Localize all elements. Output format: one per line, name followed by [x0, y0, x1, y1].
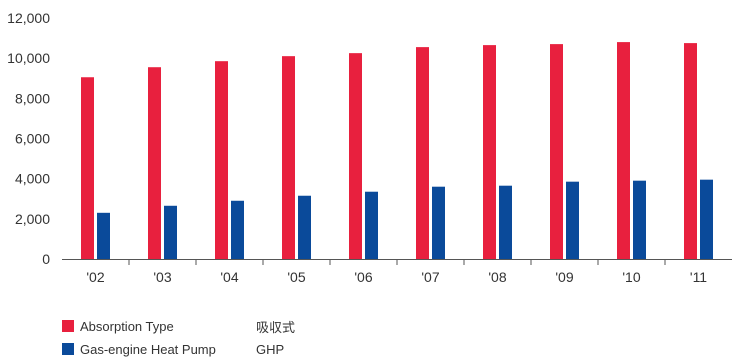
bar-ghp	[365, 191, 378, 259]
chart-bars	[81, 42, 713, 260]
x-tick-label: '11	[690, 269, 707, 285]
bar-absorption	[617, 42, 630, 259]
x-axis-ticks	[128, 259, 666, 265]
y-tick-label: 4,000	[15, 171, 50, 187]
legend-item-absorption: Absorption Type 吸収式	[62, 316, 295, 336]
bar-ghp	[566, 181, 579, 259]
y-tick-label: 8,000	[15, 90, 50, 106]
y-tick-label: 6,000	[15, 131, 50, 147]
x-tick-label: '05	[287, 269, 305, 285]
bar-ghp	[97, 212, 110, 259]
x-tick-label: '07	[421, 269, 439, 285]
bar-ghp	[298, 195, 311, 259]
legend-swatch-ghp	[62, 343, 74, 355]
bar-absorption	[215, 61, 228, 259]
x-tick-label: '03	[153, 269, 171, 285]
x-tick-label: '08	[488, 269, 506, 285]
legend-label-ghp: Gas-engine Heat Pump	[80, 341, 216, 357]
bar-absorption	[684, 43, 697, 259]
y-axis-tick-labels: 0 2,000 4,000 6,000 8,000 10,000 12,000	[7, 10, 50, 267]
x-tick-label: '04	[220, 269, 238, 285]
x-axis-tick-labels: '02 '03 '04 '05 '06 '07 '08 '09 '10 '11	[86, 269, 707, 285]
bar-absorption	[81, 77, 94, 259]
x-tick-label: '10	[622, 269, 640, 285]
bar-absorption	[282, 56, 295, 260]
legend-label-absorption: Absorption Type	[80, 318, 174, 334]
bar-ghp	[499, 185, 512, 259]
y-tick-label: 10,000	[7, 50, 50, 66]
x-tick-label: '02	[86, 269, 104, 285]
legend-item-ghp: Gas-engine Heat Pump GHP	[62, 339, 295, 359]
bar-chart: 0 2,000 4,000 6,000 8,000 10,000 12,000 '02 '03…	[7, 10, 732, 285]
chart-legend: Absorption Type 吸収式 Gas-engine Heat Pump…	[62, 316, 295, 362]
bar-absorption	[148, 67, 161, 260]
legend-label-ghp-ja: GHP	[256, 341, 285, 357]
bar-ghp	[633, 180, 646, 259]
bar-ghp	[164, 205, 177, 259]
bar-absorption	[550, 44, 563, 259]
legend-swatch-absorption	[62, 320, 74, 332]
legend-label-absorption-ja: 吸収式	[256, 319, 296, 335]
y-tick-label: 12,000	[7, 10, 50, 26]
bar-absorption	[416, 47, 429, 259]
bar-absorption	[483, 45, 496, 259]
x-tick-label: '06	[354, 269, 372, 285]
y-tick-label: 0	[42, 251, 50, 267]
y-tick-label: 2,000	[15, 211, 50, 227]
bar-ghp	[700, 179, 713, 259]
bar-absorption	[349, 53, 362, 260]
bar-ghp	[231, 200, 244, 259]
x-tick-label: '09	[555, 269, 573, 285]
bar-ghp	[432, 186, 445, 259]
